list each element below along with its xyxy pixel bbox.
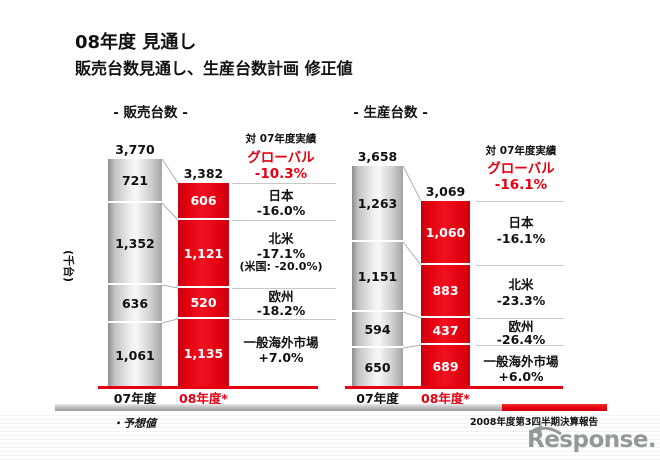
bar-segment-north-america: 1,151 [352, 242, 403, 312]
sales-region-overseas: 一般海外市場 [243, 335, 319, 350]
annotation-divider [476, 345, 564, 346]
production-region-overseas: 一般海外市場 [483, 354, 559, 369]
sales-comparison-header: 対 07年度実績 [245, 133, 317, 145]
production-chart-title: - 生産台数 - [353, 105, 428, 121]
production-fy08-axis-label: 08年度* [421, 391, 470, 406]
production-axis-line [345, 386, 563, 389]
bar-segment-europe: 520 [178, 288, 229, 319]
production-region-overseas-change: +6.0% [498, 369, 544, 384]
production-region-japan-change: -16.1% [496, 231, 546, 246]
bar-segment-overseas: 1,061 [115, 347, 155, 363]
sales-region-north-america: 北米 [268, 231, 294, 246]
annotation-divider [232, 319, 336, 320]
sales-chart-title: - 販売台数 - [113, 105, 188, 121]
y-axis-unit-label: (千台) [62, 249, 75, 283]
sales-axis-line [98, 386, 318, 389]
bar-segment-north-america: 1,352 [108, 203, 162, 285]
bar-segment-north-america: 1,121 [178, 220, 229, 288]
bar-segment-europe: 636 [108, 285, 162, 323]
bar-segment-japan: 606 [178, 183, 229, 220]
logo-arrow-icon [531, 425, 562, 436]
annotation-divider [232, 288, 336, 289]
footer-stripes [0, 412, 660, 460]
sales-fy08-total: 3,382 [183, 166, 224, 181]
annotation-divider [476, 318, 564, 319]
bar-segment-europe: 437 [421, 318, 470, 345]
production-region-europe: 欧州 [508, 319, 534, 334]
annotation-divider [232, 183, 336, 184]
sales-global-label: グローバル [247, 150, 315, 166]
bar-segment-overseas: 1,135 [183, 345, 224, 361]
production-region-north-america-change: -23.3% [496, 293, 546, 308]
sales-fy07-axis-label: 07年度 [113, 391, 157, 406]
bar-segment-japan: 721 [108, 159, 162, 203]
production-comparison-header: 対 07年度実績 [485, 145, 557, 157]
slide-title: 08年度 見通し [75, 32, 197, 53]
sales-fy07-total: 3,770 [115, 142, 155, 157]
production-region-japan: 日本 [508, 215, 534, 230]
bar-segment-japan: 1,263 [352, 166, 403, 242]
annotation-divider [476, 201, 564, 202]
production-fy07-bar: 1,263 1,151 594 650 [352, 166, 403, 387]
footer-bar-gray [55, 404, 502, 411]
report-title: 2008年度第3四半期決算報告 [469, 417, 598, 428]
bar-segment-north-america: 883 [421, 265, 470, 318]
sales-region-europe-change: -18.2% [256, 303, 306, 318]
sales-region-japan: 日本 [268, 188, 294, 203]
annotation-divider [232, 220, 336, 221]
bar-segment-overseas: 689 [432, 358, 459, 374]
sales-region-us-change: (米国: -20.0%) [239, 260, 323, 273]
production-global-label: グローバル [487, 161, 555, 177]
sales-region-japan-change: -16.0% [256, 203, 306, 218]
sales-global-change: -10.3% [254, 166, 308, 182]
logo-text: Response. [527, 427, 657, 453]
response-logo: Response. [527, 425, 659, 457]
sales-fy08-bar: 606 1,121 520 1,135 [178, 183, 229, 387]
production-fy07-axis-label: 07年度 [356, 391, 399, 406]
sales-fy08-axis-label: 08年度* [179, 391, 228, 406]
production-fy08-total: 3,069 [425, 184, 466, 199]
bar-segment-europe: 594 [352, 312, 403, 348]
sales-region-europe: 欧州 [268, 289, 294, 304]
sales-fy07-bar: 721 1,352 636 1,061 [108, 159, 162, 387]
footnote-forecast: ・予想値 [112, 417, 156, 430]
annotation-divider [476, 265, 564, 266]
footer-bar-red [502, 404, 607, 411]
bar-segment-japan: 1,060 [421, 201, 470, 265]
sales-region-overseas-change: +7.0% [258, 350, 304, 365]
bar-segment-overseas: 650 [364, 360, 391, 375]
production-region-north-america: 北米 [508, 277, 534, 292]
slide-subtitle: 販売台数見通し、生産台数計画 修正値 [75, 59, 353, 78]
production-fy08-bar: 1,060 883 437 689 [421, 201, 470, 387]
production-global-change: -16.1% [494, 177, 548, 193]
sales-region-north-america-change: -17.1% [256, 246, 306, 261]
production-region-europe-change: -26.4% [496, 332, 546, 347]
production-fy07-total: 3,658 [357, 149, 398, 164]
